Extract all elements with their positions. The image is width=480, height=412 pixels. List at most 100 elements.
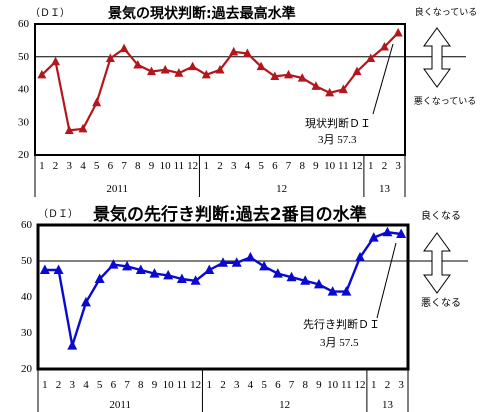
data-point-marker [284,69,294,79]
x-tick-label: 3 [234,379,240,391]
data-point-marker [105,53,115,62]
data-point-marker [341,286,352,296]
x-tick-label: 1 [368,160,374,172]
year-label: 13 [382,399,394,411]
data-point-marker [67,340,78,350]
x-tick-label: 12 [190,379,201,391]
x-tick-label: 11 [174,160,185,172]
data-point-marker [80,296,91,307]
data-point-marker [272,268,283,278]
x-tick-label: 2 [382,160,388,172]
x-tick-label: 5 [97,379,103,391]
data-point-marker [245,251,256,262]
y-tick-label: 50 [21,255,33,267]
data-point-marker [368,232,379,242]
annotation-leader-line [376,242,397,319]
data-point-marker [259,260,270,271]
data-point-marker [242,48,252,58]
y-tick-label: 50 [18,51,30,63]
x-tick-label: 10 [324,160,336,172]
y-tick-label: 20 [21,363,33,375]
data-point-marker [53,264,64,274]
data-point-marker [146,66,156,76]
data-point-marker [37,69,47,79]
y-tick-label: 30 [21,327,33,339]
x-tick-label: 12 [355,379,366,391]
x-tick-label: 8 [299,160,305,172]
data-point-marker [393,27,403,37]
annotation-leader-line [372,43,394,115]
data-point-marker [352,66,362,76]
x-tick-label: 2 [53,160,59,172]
x-tick-label: 8 [138,379,144,391]
data-point-marker [174,68,184,77]
data-point-marker [218,257,228,267]
annotation-line-2: 3月 57.5 [320,337,359,349]
x-tick-label: 4 [245,160,251,172]
data-point-marker [108,259,119,269]
data-point-marker [379,41,389,51]
plot-border [34,23,406,156]
x-tick-label: 5 [94,160,100,172]
x-tick-label: 3 [231,160,237,172]
x-tick-label: 3 [70,379,76,391]
x-tick-label: 6 [111,379,117,391]
data-point-marker [325,87,335,97]
double-arrow-icon [423,232,451,294]
x-tick-label: 6 [272,160,278,172]
data-point-marker [355,251,366,262]
data-point-marker [286,271,297,282]
x-tick-label: 12 [352,160,363,172]
data-point-marker [163,269,174,280]
x-tick-label: 2 [385,379,391,391]
data-point-marker [176,273,187,283]
chart-title: 景気の現状判断:過去最高水準 [108,5,296,22]
data-point-marker [160,64,170,74]
data-point-marker [149,268,160,278]
data-point-marker [215,64,225,74]
data-point-marker [204,264,215,274]
data-point-marker [51,56,61,66]
y-tick-label: 60 [18,18,30,30]
y-tick-label: 40 [21,291,33,303]
x-tick-label: 7 [124,379,130,391]
data-point-marker [122,260,133,271]
data-point-marker [64,125,74,135]
data-point-marker [327,286,338,296]
double-arrow-icon [423,27,451,88]
x-tick-label: 11 [338,160,349,172]
x-tick-label: 2 [217,160,223,172]
data-point-marker [270,71,280,80]
x-tick-label: 10 [160,160,172,172]
data-point-marker [133,59,143,69]
data-point-marker [119,43,129,53]
x-tick-label: 1 [42,379,48,391]
year-label: 2011 [109,399,131,411]
x-tick-label: 2 [56,379,62,391]
y-tick-label: 20 [18,149,30,161]
data-point-marker [188,61,198,71]
x-tick-label: 6 [275,379,281,391]
data-point-marker [190,275,201,285]
x-tick-label: 4 [83,379,89,391]
data-point-marker [300,275,311,285]
x-tick-label: 1 [204,160,210,172]
x-tick-label: 4 [80,160,86,172]
x-tick-label: 1 [207,379,213,391]
data-point-marker [201,69,211,79]
x-tick-label: 6 [108,160,114,172]
x-tick-label: 8 [302,379,308,391]
data-point-marker [313,278,324,289]
data-point-marker [297,73,307,82]
direction-label-up: 良くなっている [415,6,478,18]
x-tick-label: 2 [220,379,226,391]
x-tick-label: 3 [398,379,404,391]
data-point-marker [94,273,105,283]
data-point-marker [135,264,146,274]
x-tick-label: 12 [187,160,198,172]
